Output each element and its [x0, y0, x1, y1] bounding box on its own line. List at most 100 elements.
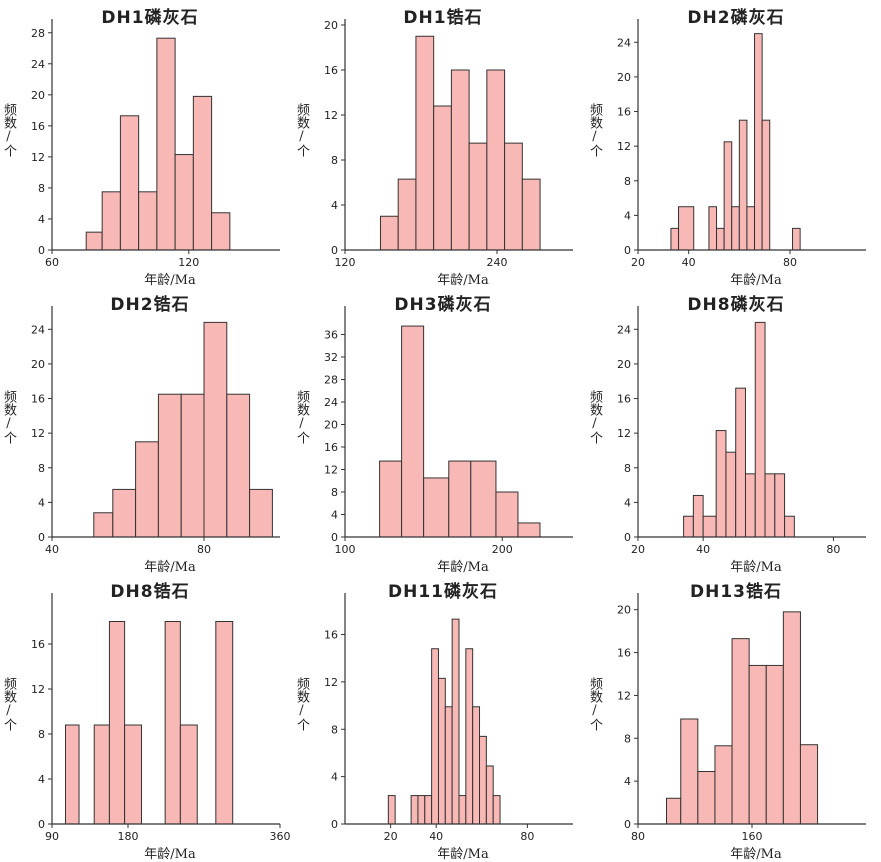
y-tick-label: 24 [617, 36, 631, 49]
x-axis-label: 年龄/Ma [144, 273, 196, 288]
histogram-bar [108, 621, 126, 825]
histogram-panel: DH13锆石 0 4 8 12 16 20 80 160 年龄/Ma 频数/个 [586, 574, 879, 862]
x-axis-label: 年龄/Ma [730, 847, 782, 862]
y-tick-label: 12 [31, 427, 45, 440]
histogram-bar [465, 648, 474, 825]
y-tick-label: 20 [617, 358, 631, 371]
histogram-bar [748, 664, 767, 825]
y-tick-label: 16 [324, 629, 338, 642]
histogram-plot: 0 4 8 12 16 20 80 160 [617, 593, 866, 843]
y-tick-label: 8 [624, 175, 631, 188]
histogram-bar [666, 797, 682, 825]
histogram-bar [678, 206, 695, 251]
histogram-bar [521, 178, 541, 251]
y-tick-label: 4 [624, 209, 631, 222]
histogram-bar [423, 477, 450, 538]
y-axis-label: 频数/个 [587, 390, 602, 444]
histogram-bar [431, 648, 439, 825]
histogram-bar [486, 69, 506, 251]
histogram-bar [65, 724, 80, 825]
y-tick-label: 4 [331, 509, 338, 522]
histogram-bar [716, 227, 725, 251]
y-tick-label: 4 [38, 213, 45, 226]
histogram-bar [93, 512, 114, 538]
histogram-plot: 0 4 8 12 16 20 24 28 60 120 [31, 19, 280, 269]
histogram-bar [379, 460, 403, 538]
y-axis-label: 频数/个 [1, 677, 16, 731]
y-tick-label: 8 [38, 462, 45, 475]
histogram-bar [424, 795, 433, 825]
chart-title: DH8锆石 [110, 582, 190, 602]
histogram-panel: DH3磷灰石 0 4 8 12 16 20 24 28 32 36 100 200 年龄/Ma 频数/个 [293, 287, 586, 575]
histogram-bar [470, 460, 497, 538]
chart-title: DH2锆石 [110, 295, 190, 315]
y-tick-label: 24 [617, 323, 631, 336]
y-tick-label: 20 [324, 419, 338, 432]
histogram-bar [138, 191, 158, 251]
histogram-bar [450, 69, 470, 251]
histogram-bar [472, 706, 481, 825]
histogram-bar [379, 215, 399, 251]
histogram-bar [448, 460, 472, 538]
histogram-bar [135, 441, 159, 538]
x-tick-label: 40 [682, 256, 696, 269]
histogram-bar [670, 227, 680, 251]
histogram-bar [119, 115, 140, 251]
x-tick-label: 360 [270, 830, 291, 843]
y-tick-label: 20 [324, 19, 338, 32]
histogram-bar [156, 37, 176, 251]
y-tick-label: 0 [331, 818, 338, 831]
histogram-panel: DH8磷灰石 0 4 8 12 16 20 24 20 40 80 年龄/Ma 频数/个 [586, 287, 879, 575]
histogram-bar [504, 142, 523, 251]
histogram-bar [702, 515, 717, 538]
x-tick-label: 180 [118, 830, 139, 843]
y-tick-label: 12 [31, 151, 45, 164]
x-tick-label: 90 [45, 830, 59, 843]
histogram-panel: DH1磷灰石 0 4 8 12 16 20 24 28 60 120 年龄/Ma 频数/个 [0, 0, 293, 288]
y-tick-label: 24 [31, 323, 45, 336]
x-tick-label: 40 [429, 830, 443, 843]
x-tick-label: 60 [45, 256, 59, 269]
y-tick-label: 0 [624, 531, 631, 544]
histogram-bar [746, 206, 756, 251]
histogram-bar [715, 430, 727, 538]
x-tick-label: 20 [631, 256, 645, 269]
y-tick-label: 12 [324, 464, 338, 477]
x-tick-label: 40 [45, 543, 59, 556]
y-tick-label: 20 [31, 358, 45, 371]
histogram-bar [174, 154, 194, 251]
histogram-bar [697, 771, 716, 825]
x-axis-label: 年龄/Ma [730, 560, 782, 575]
y-tick-label: 12 [617, 689, 631, 702]
x-tick-label: 200 [492, 543, 513, 556]
histogram-panel: DH8锆石 0 4 8 12 16 90 180 360 年龄/Ma 频数/个 [0, 574, 293, 862]
y-axis-label: 频数/个 [1, 390, 16, 444]
histogram-bar [124, 724, 143, 825]
chart-title: DH13锆石 [690, 582, 782, 602]
histogram-bar [782, 611, 801, 825]
y-tick-label: 12 [31, 683, 45, 696]
histogram-bar [479, 735, 487, 825]
histogram-bar [433, 105, 452, 251]
histogram-bar [180, 393, 205, 538]
histogram-bar [764, 473, 776, 538]
y-tick-label: 20 [31, 89, 45, 102]
y-tick-label: 16 [31, 393, 45, 406]
y-tick-label: 8 [38, 182, 45, 195]
histogram-bar [774, 473, 786, 538]
histogram-bar [517, 522, 541, 538]
histogram-bar [735, 387, 746, 538]
x-tick-label: 20 [384, 830, 398, 843]
x-tick-label: 20 [631, 543, 645, 556]
histogram-plot: 0 4 8 12 16 20 120 240 [324, 19, 573, 269]
histogram-bar [192, 95, 213, 251]
y-tick-label: 0 [331, 244, 338, 257]
y-tick-label: 8 [38, 728, 45, 741]
histogram-bar [437, 677, 446, 825]
x-axis-label: 年龄/Ma [437, 560, 489, 575]
histogram-bar [723, 141, 733, 251]
histogram-bar [708, 206, 718, 251]
y-tick-label: 8 [331, 486, 338, 499]
y-tick-label: 16 [617, 647, 631, 660]
histogram-bar [765, 664, 784, 825]
